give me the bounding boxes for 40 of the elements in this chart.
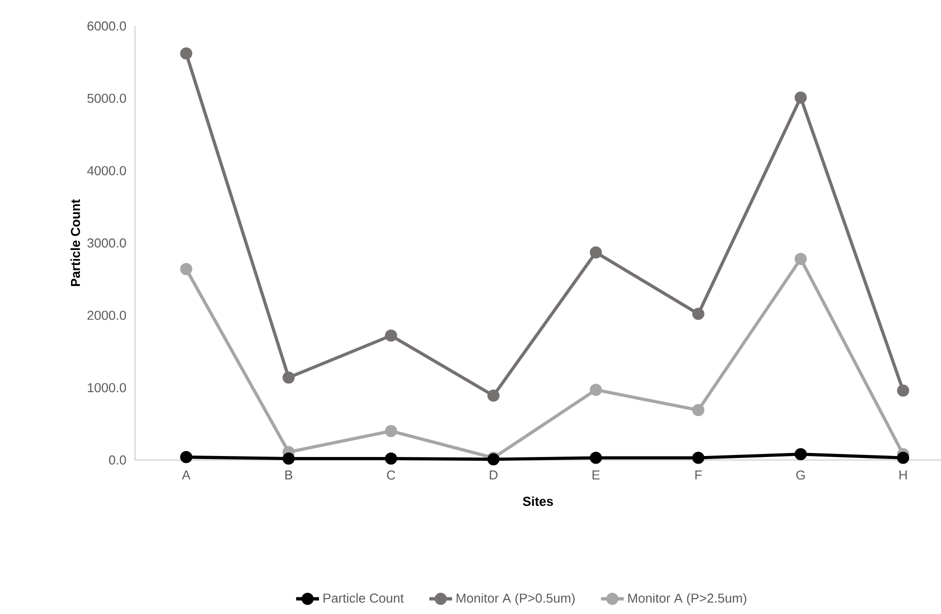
point [384,424,398,438]
point [384,452,398,465]
y-tick-label: 6000.0 [88,21,126,31]
y-tick-label: 4000.0 [87,166,126,176]
point [692,404,704,416]
point [180,451,192,464]
point [487,390,500,402]
y-tick-label: 0.0 [108,455,126,465]
point [180,47,192,60]
legend-label: Monitor A (P>0.5um) [456,593,575,606]
point [794,448,807,460]
point [180,262,192,276]
x-tick-label: C [387,470,396,480]
legend-label: Particle Count [324,593,404,603]
y-tick-label: 5000.0 [87,94,126,103]
point [282,371,295,384]
x-tick-label: F [695,470,702,480]
point [794,92,807,104]
y-tick-label: 3000.0 [87,238,126,248]
point [590,384,602,396]
x-tick-label: A [182,470,190,480]
point [590,246,602,258]
point [897,384,910,397]
y-axis-title: Particle Count [70,199,80,286]
legend-label: Monitor A (P>2.5um) [628,593,746,606]
point [794,252,807,265]
point [282,452,295,465]
point [897,452,910,464]
point [692,308,704,320]
x-tick-label: G [796,470,805,480]
y-tick-label: 1000.0 [88,383,126,392]
x-tick-label: D [490,470,498,480]
point [692,452,704,464]
point [384,330,398,342]
x-tick-label: H [900,470,907,480]
y-tick-label: 2000.0 [88,310,126,320]
point [590,452,602,464]
x-axis-title: Sites [522,496,553,506]
x-tick-label: B [285,470,292,480]
x-tick-label: E [592,470,600,480]
